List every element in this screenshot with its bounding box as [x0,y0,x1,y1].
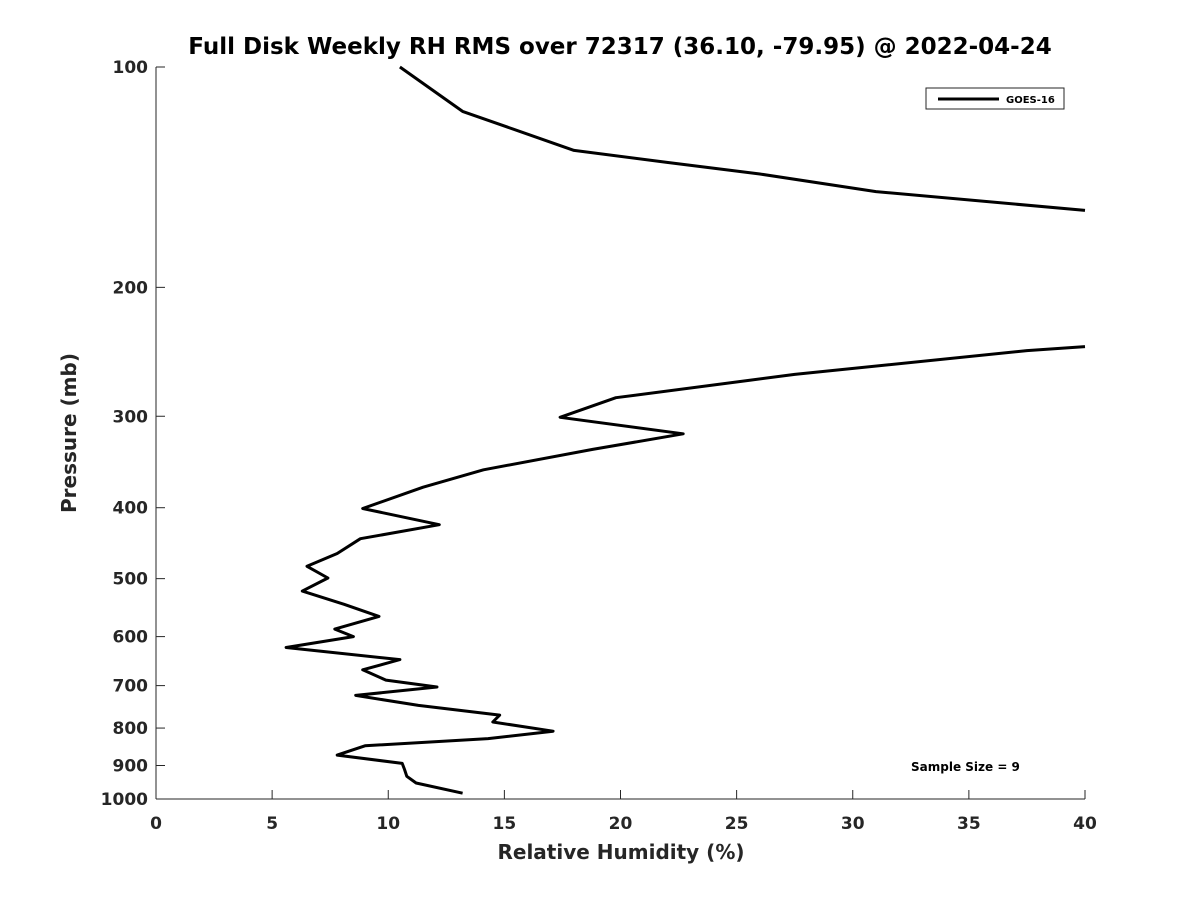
x-tick-label: 40 [1073,814,1097,834]
y-tick-label: 1000 [101,790,148,810]
y-tick-label: 700 [113,677,149,697]
y-tick-label: 400 [113,499,149,519]
chart-title: Full Disk Weekly RH RMS over 72317 (36.1… [188,34,1051,60]
y-tick-label: 900 [113,757,149,777]
x-tick-label: 20 [609,814,633,834]
y-axis-ticks: 100 200 300 400 500 600 700 800 900 1000 [101,58,165,810]
y-tick-label: 300 [113,407,149,427]
series-line-goes16 [399,65,1086,212]
x-tick-label: 5 [266,814,278,834]
y-tick-label: 200 [113,278,149,298]
x-tick-label: 25 [725,814,749,834]
legend: GOES-16 [925,87,1065,110]
x-axis-ticks: 0 5 10 15 20 25 30 35 40 [150,790,1097,834]
series-line-goes16 [284,345,1086,795]
x-axis-label: Relative Humidity (%) [497,840,744,864]
series-layer [284,65,1086,795]
y-tick-label: 500 [113,570,149,590]
x-tick-label: 35 [957,814,981,834]
sample-size-annotation: Sample Size = 9 [911,760,1020,774]
x-tick-label: 15 [493,814,517,834]
y-axis-label: Pressure (mb) [57,353,81,513]
y-tick-label: 100 [113,58,149,78]
x-tick-label: 0 [150,814,162,834]
y-tick-label: 600 [113,628,149,648]
y-tick-label: 800 [113,719,149,739]
x-tick-label: 30 [841,814,865,834]
legend-label-goes16: GOES-16 [1006,95,1055,106]
x-tick-label: 10 [376,814,400,834]
